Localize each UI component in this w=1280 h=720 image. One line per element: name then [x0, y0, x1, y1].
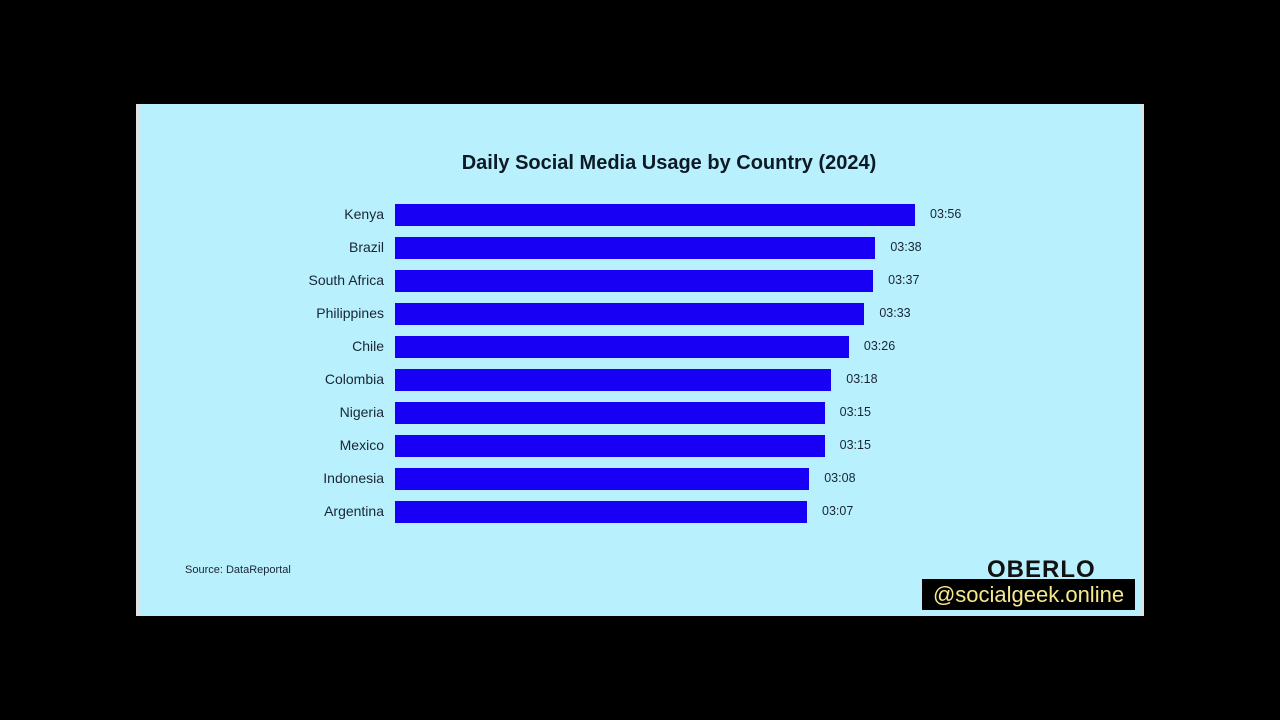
bar [395, 402, 825, 424]
category-label: Mexico [339, 437, 384, 453]
value-label: 03:26 [863, 339, 896, 353]
source-note: Source: DataReportal [185, 564, 291, 576]
bar-row: Mexico 03:15 [139, 435, 1141, 457]
chart-card: Daily Social Media Usage by Country (202… [136, 104, 1144, 616]
bar [395, 369, 832, 391]
value-label: 03:18 [846, 372, 878, 386]
bar-row: Brazil 03:38 [139, 237, 1141, 259]
value-label: 03:15 [839, 405, 871, 419]
brand-logo: OBERLO [987, 556, 1096, 583]
chart-title: Daily Social Media Usage by Country (202… [461, 152, 877, 174]
category-label: Brazil [348, 239, 384, 255]
bar [395, 435, 825, 457]
bar-row: Philippines 03:33 [139, 303, 1141, 325]
category-label: Nigeria [339, 404, 384, 420]
value-label: 03:56 [930, 207, 962, 221]
bar-row: Kenya 03:56 [139, 204, 1141, 226]
category-label: Argentina [324, 503, 384, 519]
bar-row: Indonesia 03:08 [139, 468, 1141, 490]
category-label: Kenya [344, 206, 384, 222]
bar [395, 270, 874, 292]
bar [395, 303, 865, 325]
bar-row: Argentina 03:07 [139, 501, 1141, 523]
category-label: Colombia [324, 371, 384, 387]
category-label: Chile [352, 338, 384, 354]
category-label: Philippines [316, 305, 384, 321]
bar [395, 501, 808, 523]
value-label: 03:08 [824, 471, 856, 485]
bar [395, 204, 915, 226]
bar-row: Nigeria 03:15 [139, 402, 1141, 424]
category-label: South Africa [308, 272, 385, 288]
bar [395, 468, 810, 490]
value-label: 03:38 [890, 240, 922, 254]
bar [395, 237, 876, 259]
bar-row: Chile 03:26 [139, 336, 1141, 358]
category-label: Indonesia [323, 470, 384, 486]
watermark: @socialgeek.online [922, 579, 1135, 610]
value-label: 03:07 [822, 504, 854, 518]
bar [395, 336, 849, 358]
bar-row: Colombia 03:18 [139, 369, 1141, 391]
value-label: 03:33 [879, 306, 911, 320]
value-label: 03:37 [888, 273, 920, 287]
value-label: 03:15 [839, 438, 871, 452]
bar-row: South Africa 03:37 [139, 270, 1141, 292]
